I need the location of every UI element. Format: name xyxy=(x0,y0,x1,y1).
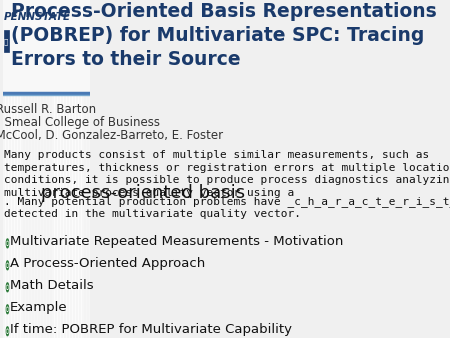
Circle shape xyxy=(6,305,9,314)
Bar xyxy=(79,0,81,338)
Bar xyxy=(70,0,71,338)
Circle shape xyxy=(6,327,9,336)
Bar xyxy=(15,0,17,338)
Text: Acknowledgments: J. McCool, D. Gonzalez-Barreto, E. Foster: Acknowledgments: J. McCool, D. Gonzalez-… xyxy=(0,129,223,142)
Bar xyxy=(88,0,90,338)
Bar xyxy=(63,0,65,338)
Text: Penn State, Smeal College of Business: Penn State, Smeal College of Business xyxy=(0,116,160,129)
Bar xyxy=(85,0,86,338)
Circle shape xyxy=(7,285,8,289)
Bar xyxy=(67,0,68,338)
Circle shape xyxy=(7,241,8,245)
Bar xyxy=(54,0,56,338)
Bar xyxy=(9,0,10,338)
Bar xyxy=(76,0,77,338)
Bar xyxy=(15,0,17,338)
Bar xyxy=(88,0,90,338)
Bar xyxy=(39,0,41,338)
Circle shape xyxy=(7,242,8,244)
Bar xyxy=(33,0,35,338)
Bar xyxy=(63,0,65,338)
Bar xyxy=(3,0,4,338)
Bar xyxy=(9,0,10,338)
Bar xyxy=(91,0,93,338)
Text: Multivariate Repeated Measurements - Motivation: Multivariate Repeated Measurements - Mot… xyxy=(10,235,343,248)
Bar xyxy=(24,0,26,338)
Bar xyxy=(70,0,71,338)
Bar xyxy=(4,30,9,52)
Bar xyxy=(61,0,62,338)
Bar xyxy=(6,0,7,338)
Text: Russell R. Barton: Russell R. Barton xyxy=(0,103,96,116)
Bar xyxy=(24,0,26,338)
Text: If time: POBREP for Multivariate Capability: If time: POBREP for Multivariate Capabil… xyxy=(10,323,292,336)
Bar xyxy=(21,0,22,338)
Text: A Process-Oriented Approach: A Process-Oriented Approach xyxy=(10,257,205,270)
Bar xyxy=(82,0,84,338)
Bar xyxy=(61,0,62,338)
Bar xyxy=(36,0,38,338)
Bar xyxy=(36,0,38,338)
Bar xyxy=(18,0,19,338)
Bar xyxy=(45,0,47,338)
Bar xyxy=(6,0,7,338)
Text: Many products consist of multiple similar measurements, such as
temperatures, th: Many products consist of multiple simila… xyxy=(4,150,450,198)
Text: Example: Example xyxy=(10,301,68,314)
Bar xyxy=(76,0,77,338)
Text: 🦁: 🦁 xyxy=(4,38,8,45)
Bar xyxy=(30,0,32,338)
Circle shape xyxy=(6,261,9,270)
Bar xyxy=(12,0,14,338)
Bar xyxy=(82,0,84,338)
Text: Math Details: Math Details xyxy=(10,279,94,292)
Bar xyxy=(27,0,29,338)
Bar xyxy=(12,0,14,338)
Circle shape xyxy=(7,307,8,311)
Bar xyxy=(79,0,81,338)
Bar xyxy=(73,0,74,338)
Bar xyxy=(49,0,50,338)
Bar xyxy=(18,0,19,338)
Bar xyxy=(45,0,47,338)
Bar xyxy=(27,0,29,338)
Circle shape xyxy=(6,283,9,292)
Text: Process-Oriented Basis Representations
(POBREP) for Multivariate SPC: Tracing
Er: Process-Oriented Basis Representations (… xyxy=(11,2,436,69)
Bar xyxy=(67,0,68,338)
Bar xyxy=(91,0,93,338)
Circle shape xyxy=(6,239,9,248)
Circle shape xyxy=(7,330,8,332)
Bar xyxy=(3,0,90,95)
Bar xyxy=(42,0,44,338)
Bar xyxy=(58,0,59,338)
Text: . Many potential production problems have ̲c̲h̲a̲r̲a̲c̲t̲e̲r̲i̲s̲t̲i̲c̲ ̲s̲i̲g̲n: . Many potential production problems hav… xyxy=(4,196,450,219)
Bar xyxy=(30,0,32,338)
Circle shape xyxy=(7,308,8,310)
Bar xyxy=(33,0,35,338)
Bar xyxy=(85,0,86,338)
Bar xyxy=(21,0,22,338)
Bar xyxy=(58,0,59,338)
Bar xyxy=(39,0,41,338)
Bar xyxy=(49,0,50,338)
Circle shape xyxy=(7,263,8,267)
Text: process-oriented basis: process-oriented basis xyxy=(40,185,245,202)
Bar xyxy=(3,0,4,338)
Bar xyxy=(51,0,53,338)
Circle shape xyxy=(7,286,8,288)
Circle shape xyxy=(7,329,8,333)
Bar xyxy=(42,0,44,338)
Text: PENNSTATE: PENNSTATE xyxy=(4,12,71,22)
Bar xyxy=(51,0,53,338)
Bar xyxy=(54,0,56,338)
Bar xyxy=(73,0,74,338)
Circle shape xyxy=(7,264,8,266)
